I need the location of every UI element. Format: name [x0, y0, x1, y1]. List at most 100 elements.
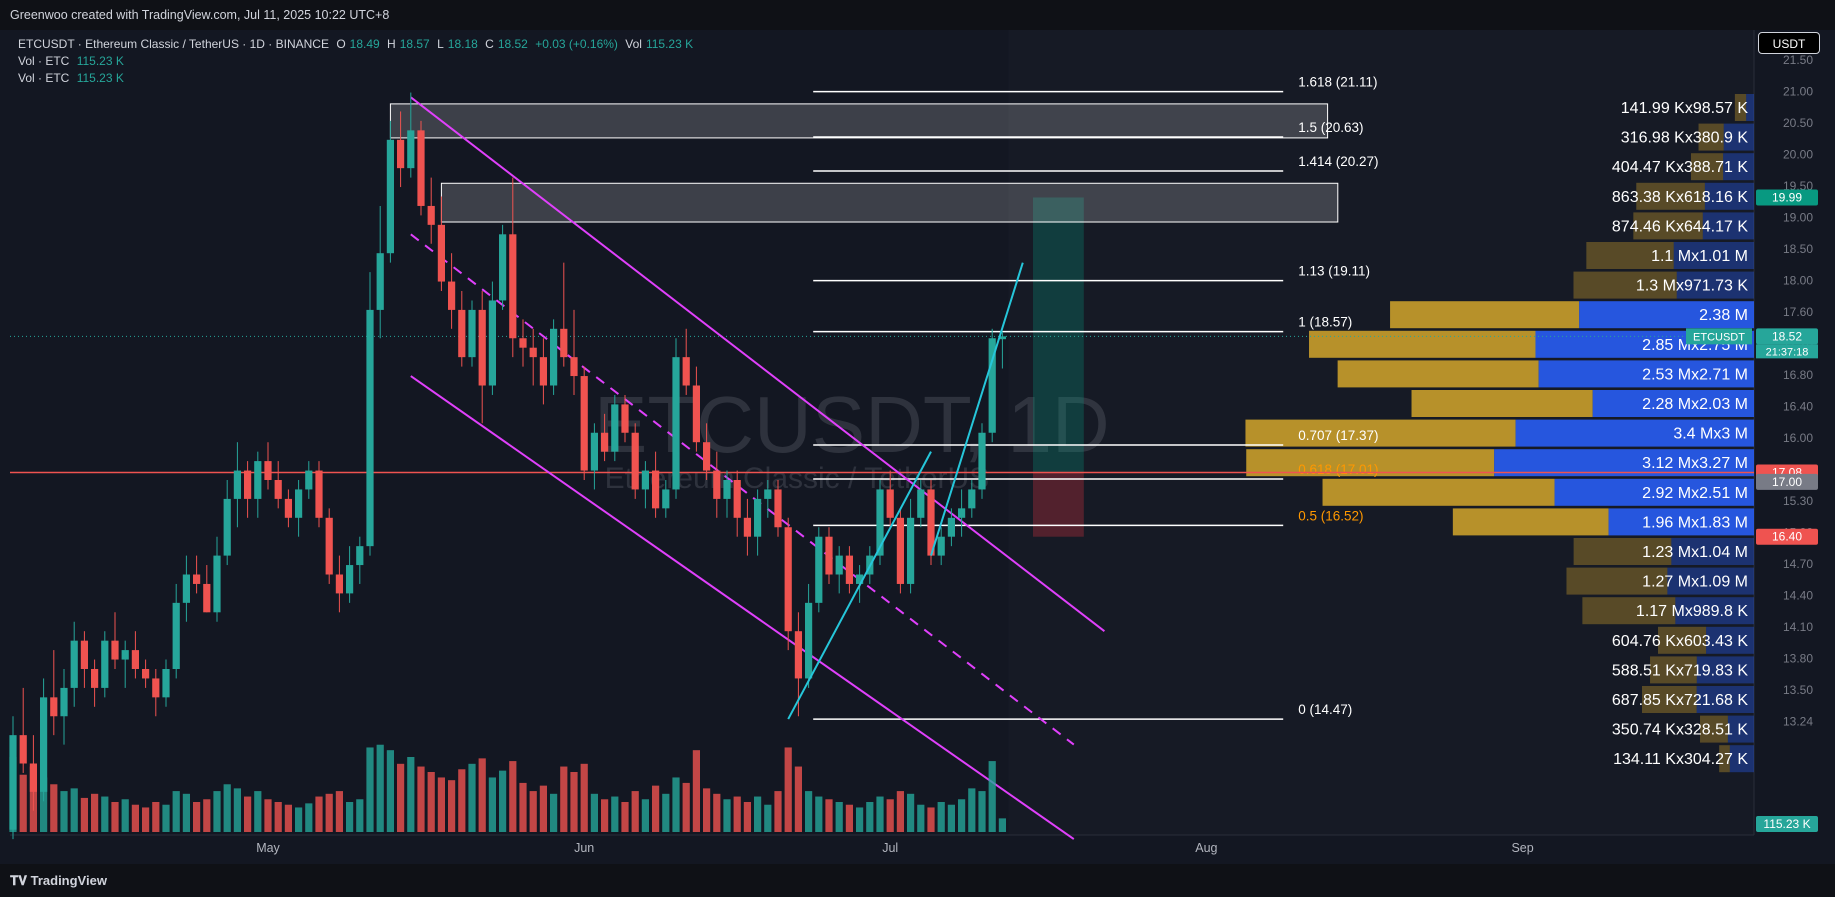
candle-body[interactable]: [784, 527, 792, 632]
candle-body[interactable]: [621, 404, 629, 433]
candle-body[interactable]: [223, 498, 231, 556]
candle-body[interactable]: [692, 385, 700, 443]
supply-zone-rect[interactable]: [389, 103, 1329, 139]
candle-body[interactable]: [407, 130, 415, 169]
candle-body[interactable]: [468, 309, 476, 358]
candle-body[interactable]: [478, 309, 486, 386]
candle-body[interactable]: [764, 489, 772, 499]
candle-body[interactable]: [213, 555, 221, 613]
candle-body[interactable]: [560, 328, 568, 358]
candle-body[interactable]: [427, 205, 435, 225]
candle-body[interactable]: [743, 517, 751, 537]
candle-body[interactable]: [641, 470, 649, 490]
candle-body[interactable]: [601, 432, 609, 452]
volume-indicator-row[interactable]: Vol · ETC 115.23 K: [18, 53, 697, 70]
candle-body[interactable]: [805, 602, 813, 679]
candle-body[interactable]: [580, 376, 588, 471]
candle-body[interactable]: [968, 489, 976, 509]
candle-body[interactable]: [713, 470, 721, 499]
candle-body[interactable]: [978, 432, 986, 490]
candle-body[interactable]: [172, 602, 180, 669]
candle-body[interactable]: [295, 489, 303, 518]
candle-body[interactable]: [876, 489, 884, 556]
candle-body[interactable]: [998, 336, 1006, 340]
candle-body[interactable]: [488, 300, 496, 386]
candle-body[interactable]: [60, 687, 68, 717]
candle-body[interactable]: [794, 631, 802, 679]
candle-body[interactable]: [244, 470, 252, 499]
candle-body[interactable]: [723, 480, 731, 499]
candle-body[interactable]: [111, 640, 119, 660]
candle-body[interactable]: [631, 432, 639, 490]
candle-body[interactable]: [845, 555, 853, 584]
candle-body[interactable]: [570, 357, 578, 377]
candle-body[interactable]: [254, 461, 262, 499]
candle-body[interactable]: [825, 536, 833, 575]
price-axis[interactable]: [1754, 30, 1835, 835]
candle-body[interactable]: [703, 442, 711, 471]
candle-body[interactable]: [91, 669, 99, 688]
candle-body[interactable]: [754, 498, 762, 537]
channel-upper-line[interactable]: [410, 96, 1106, 632]
candle-body[interactable]: [29, 763, 37, 792]
candle-body[interactable]: [611, 404, 619, 452]
candle-body[interactable]: [672, 357, 680, 490]
currency-button[interactable]: USDT: [1758, 32, 1820, 54]
candle-body[interactable]: [417, 130, 425, 206]
trend-line[interactable]: [930, 262, 1024, 556]
candle-body[interactable]: [937, 536, 945, 556]
candle-body[interactable]: [458, 309, 466, 358]
candle-body[interactable]: [958, 508, 966, 518]
candle-body[interactable]: [519, 338, 527, 348]
volume-indicator-row[interactable]: Vol · ETC 115.23 K: [18, 70, 697, 87]
candle-body[interactable]: [386, 139, 394, 254]
candle-body[interactable]: [162, 669, 170, 698]
candle-body[interactable]: [50, 697, 58, 717]
candle-body[interactable]: [335, 574, 343, 594]
candle-body[interactable]: [131, 650, 139, 669]
candle-body[interactable]: [376, 253, 384, 310]
candle-body[interactable]: [652, 470, 660, 509]
candle-body[interactable]: [121, 650, 129, 660]
candle-body[interactable]: [682, 357, 690, 386]
candle-body[interactable]: [856, 574, 864, 584]
candle-body[interactable]: [274, 480, 282, 499]
candle-body[interactable]: [529, 347, 537, 358]
candle-body[interactable]: [927, 489, 935, 556]
candle-body[interactable]: [509, 234, 517, 339]
candle-body[interactable]: [356, 546, 364, 566]
channel-lower-line[interactable]: [410, 375, 1075, 840]
candle-body[interactable]: [550, 328, 558, 386]
candle-body[interactable]: [284, 498, 292, 518]
candle-body[interactable]: [19, 735, 27, 764]
candle-body[interactable]: [315, 470, 323, 518]
candle-body[interactable]: [907, 517, 915, 584]
candle-body[interactable]: [9, 735, 17, 830]
channel-middle-line[interactable]: [410, 233, 1075, 746]
candle-body[interactable]: [305, 470, 313, 490]
symbol-line[interactable]: ETCUSDT · Ethereum Classic / TetherUS · …: [18, 37, 329, 51]
candle-body[interactable]: [662, 489, 670, 509]
candle-body[interactable]: [448, 281, 456, 310]
candle-body[interactable]: [193, 574, 201, 584]
candle-body[interactable]: [835, 555, 843, 575]
candle-body[interactable]: [917, 489, 925, 518]
candle-body[interactable]: [142, 669, 150, 679]
candle-body[interactable]: [590, 432, 598, 471]
trend-line[interactable]: [787, 451, 932, 720]
candle-body[interactable]: [80, 640, 88, 669]
candle-body[interactable]: [233, 470, 241, 499]
candle-body[interactable]: [152, 678, 160, 698]
candle-body[interactable]: [101, 640, 109, 688]
candle-body[interactable]: [346, 565, 354, 594]
candle-body[interactable]: [947, 517, 955, 537]
candle-body[interactable]: [397, 139, 405, 169]
candle-body[interactable]: [539, 357, 547, 386]
candle-body[interactable]: [499, 234, 507, 301]
candle-body[interactable]: [366, 309, 374, 547]
candle-body[interactable]: [70, 640, 78, 688]
candle-body[interactable]: [733, 480, 741, 518]
candle-body[interactable]: [203, 583, 211, 613]
candle-body[interactable]: [988, 338, 996, 433]
